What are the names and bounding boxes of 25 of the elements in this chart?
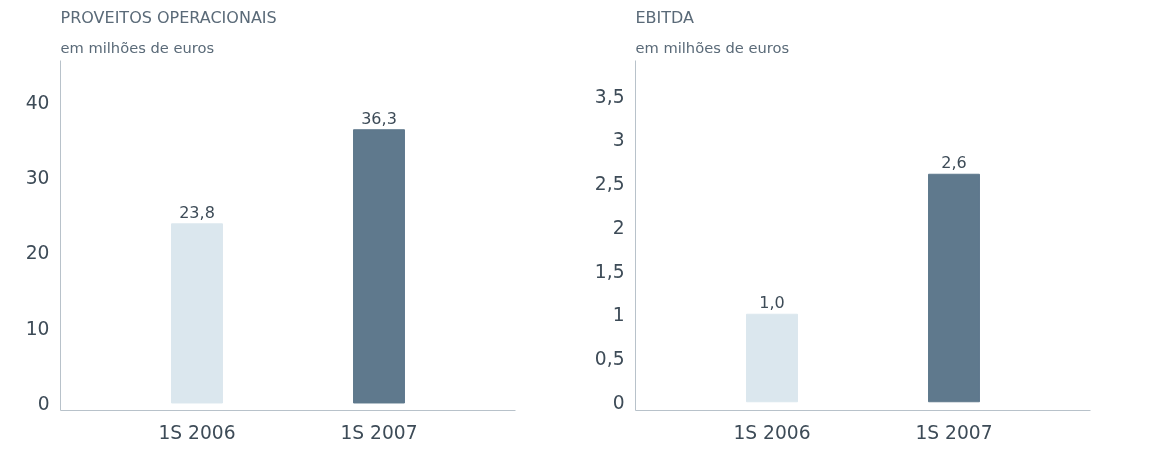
y-tick-label: 1 (612, 304, 625, 326)
y-tick-label: 0,5 (594, 348, 625, 369)
data-label: 2,6 (941, 153, 967, 173)
y-tick-label: 10 (25, 317, 50, 339)
y-tick-label: 30 (25, 167, 50, 189)
x-tick-label: 1S 2007 (340, 421, 418, 443)
chart-subtitle: em milhões de euros (635, 38, 790, 56)
x-tick-label: 1S 2006 (158, 421, 236, 443)
y-tick-label: 3,5 (594, 85, 625, 107)
y-tick-label: 3 (612, 129, 625, 151)
y-tick-label: 1,5 (594, 260, 625, 282)
y-tick-label: 0 (612, 391, 625, 413)
x-tick-label: 1S 2007 (915, 421, 993, 443)
chart-subtitle: em milhões de euros (60, 38, 215, 56)
chart-title: PROVEITOS OPERACIONAIS (60, 7, 277, 27)
chart-title: EBITDA (635, 7, 695, 27)
y-tick-label: 20 (25, 242, 50, 264)
data-label: 36,3 (361, 108, 397, 128)
y-tick-label: 2,5 (594, 173, 625, 194)
data-label: 23,8 (179, 202, 215, 222)
y-tick-label: 2 (612, 216, 625, 238)
x-tick-label: 1S 2006 (733, 421, 811, 443)
y-tick-label: 40 (25, 91, 50, 113)
y-tick-label: 0 (37, 392, 50, 414)
data-label: 1,0 (759, 293, 785, 313)
